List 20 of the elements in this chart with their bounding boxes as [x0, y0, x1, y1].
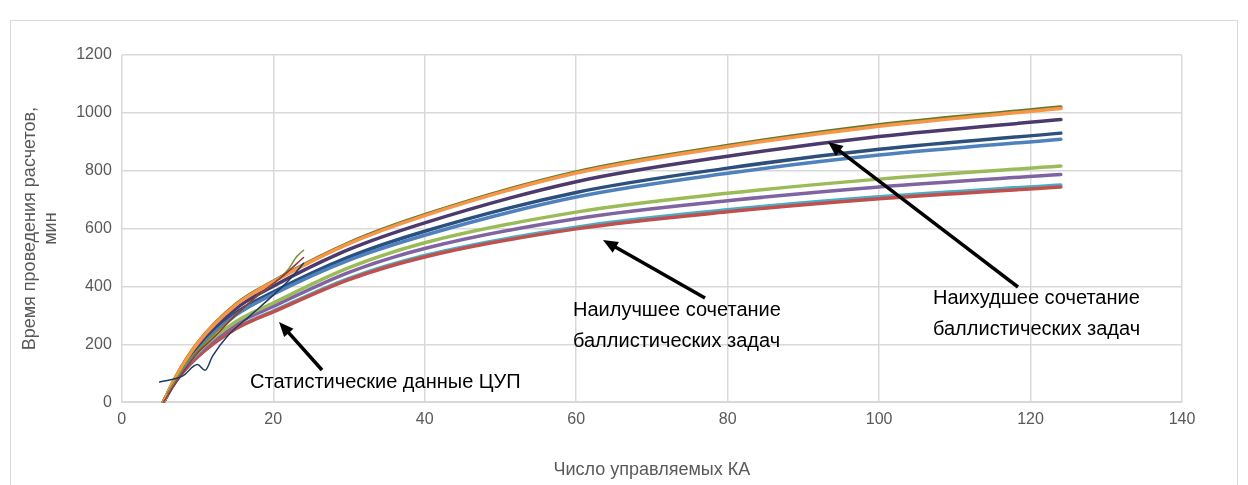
x-tick-label: 40	[415, 410, 434, 428]
x-tick-label: 20	[264, 410, 283, 428]
x-tick-label: 60	[567, 410, 586, 428]
x-tick-label: 140	[1168, 410, 1196, 428]
annotation: Статистические данные ЦУП	[250, 369, 521, 392]
y-tick-label: 600	[85, 219, 112, 237]
y-tick-label: 200	[85, 334, 112, 352]
y-tick-label: 1000	[76, 103, 112, 121]
x-tick-label: 120	[1017, 410, 1044, 428]
y-tick-label: 400	[85, 276, 112, 294]
annotation: Наилучшее сочетание баллистических задач	[573, 297, 781, 351]
y-axis-title: Время проведения расчетов, мин	[18, 106, 61, 351]
x-tick-label: 100	[865, 410, 893, 428]
x-tick-label: 0	[117, 410, 127, 428]
x-tick-label: 80	[718, 410, 737, 428]
annotation: Наихудшее сочетание баллистических задач	[933, 285, 1141, 339]
y-tick-label: 1200	[76, 45, 112, 63]
y-tick-label: 0	[102, 392, 112, 410]
x-axis-title: Число управляемых КА	[553, 459, 751, 480]
y-tick-label: 800	[85, 161, 112, 179]
